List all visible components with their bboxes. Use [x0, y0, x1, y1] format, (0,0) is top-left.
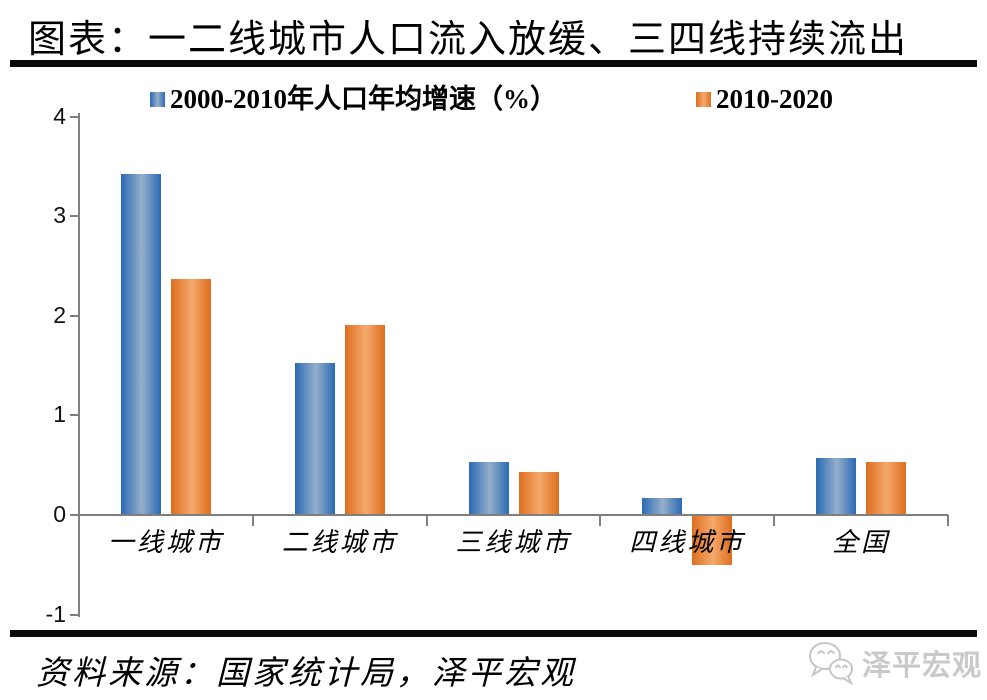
top-separator-line: [10, 60, 977, 67]
x-axis-tick: [947, 515, 949, 526]
legend-item-2010-2020: 2010-2020: [696, 86, 833, 113]
y-axis-tick-label: 4: [53, 102, 66, 129]
category-label: 二线城市: [281, 528, 398, 557]
bar-orange-2: [344, 324, 385, 515]
bar-blue-2: [294, 362, 335, 515]
y-axis-tick-label: 1: [53, 401, 66, 428]
y-axis-tick-label: 3: [53, 202, 66, 229]
watermark-brand-text: 泽平宏观: [862, 650, 983, 682]
bar-orange-5: [866, 462, 907, 515]
legend-label: 2000-2010年人口年均增速（%）: [170, 84, 557, 114]
bar-orange-3: [518, 472, 559, 515]
y-axis-tick-label: -1: [45, 600, 66, 627]
bar-orange-4: [692, 516, 733, 565]
bar-orange-1: [170, 278, 211, 515]
legend-swatch-orange: [696, 92, 711, 107]
y-axis-tick: [70, 414, 78, 417]
bar-blue-1: [120, 174, 161, 515]
x-axis-tick: [251, 515, 254, 526]
source-note: 资料来源：国家统计局，泽平宏观: [36, 656, 576, 692]
y-axis-line: [78, 113, 80, 617]
y-axis-tick: [70, 314, 78, 317]
legend-label: 2010-2020: [716, 84, 833, 114]
y-axis-tick-label: 2: [53, 301, 66, 328]
x-axis-tick: [773, 515, 776, 526]
category-label: 四线城市: [629, 528, 746, 557]
category-label: 一线城市: [107, 528, 224, 557]
bottom-separator-line: [10, 630, 977, 637]
bar-blue-4: [642, 498, 683, 515]
category-label: 三线城市: [455, 528, 572, 557]
category-label: 全国: [832, 528, 891, 557]
y-axis-tick: [70, 215, 78, 218]
chart-title: 图表：一二线城市人口流入放缓、三四线持续流出: [28, 19, 909, 61]
x-axis-tick: [599, 515, 602, 526]
y-axis-tick-label: 0: [53, 501, 66, 527]
bar-blue-3: [468, 462, 509, 515]
wechat-icon: [809, 642, 854, 686]
y-axis-tick: [70, 115, 78, 118]
legend-swatch-blue: [150, 92, 165, 107]
legend-item-2000-2010: 2000-2010年人口年均增速（%）: [150, 86, 557, 113]
y-axis-tick: [70, 514, 78, 516]
bar-blue-5: [816, 458, 857, 515]
x-axis-line: [78, 514, 948, 516]
brand-watermark: 泽平宏观: [806, 640, 982, 686]
y-axis-tick: [70, 613, 78, 616]
x-axis-tick: [425, 515, 428, 526]
